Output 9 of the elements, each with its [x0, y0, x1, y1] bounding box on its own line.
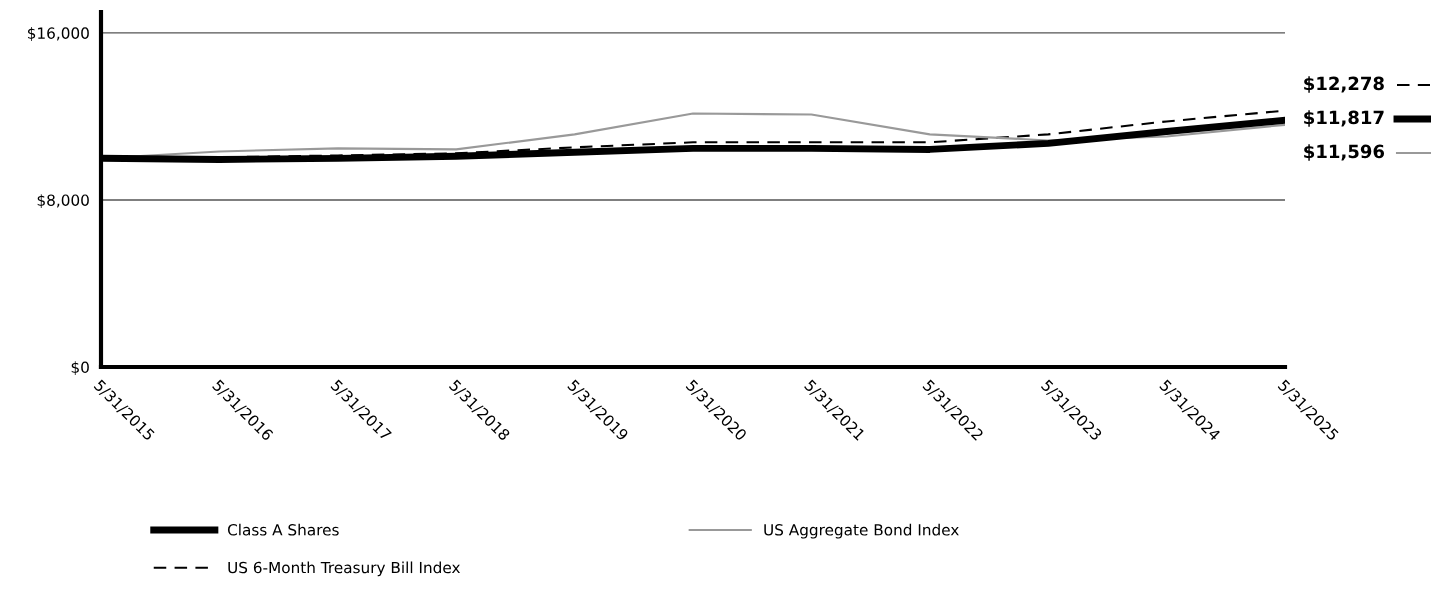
legend-label: Class A Shares [227, 523, 339, 536]
y-tick-label: $0 [71, 361, 89, 376]
legend-label: US Aggregate Bond Index [764, 523, 959, 539]
text: $11,596 [1304, 144, 1385, 161]
y-tick-label: $16,000 [27, 27, 89, 41]
y-tick-label: $8,000 [37, 194, 89, 208]
text: $11,817 [1304, 110, 1384, 127]
legend-label: US 6-Month Treasury Bill Index [228, 561, 461, 577]
text: $12,278 [1304, 76, 1384, 93]
